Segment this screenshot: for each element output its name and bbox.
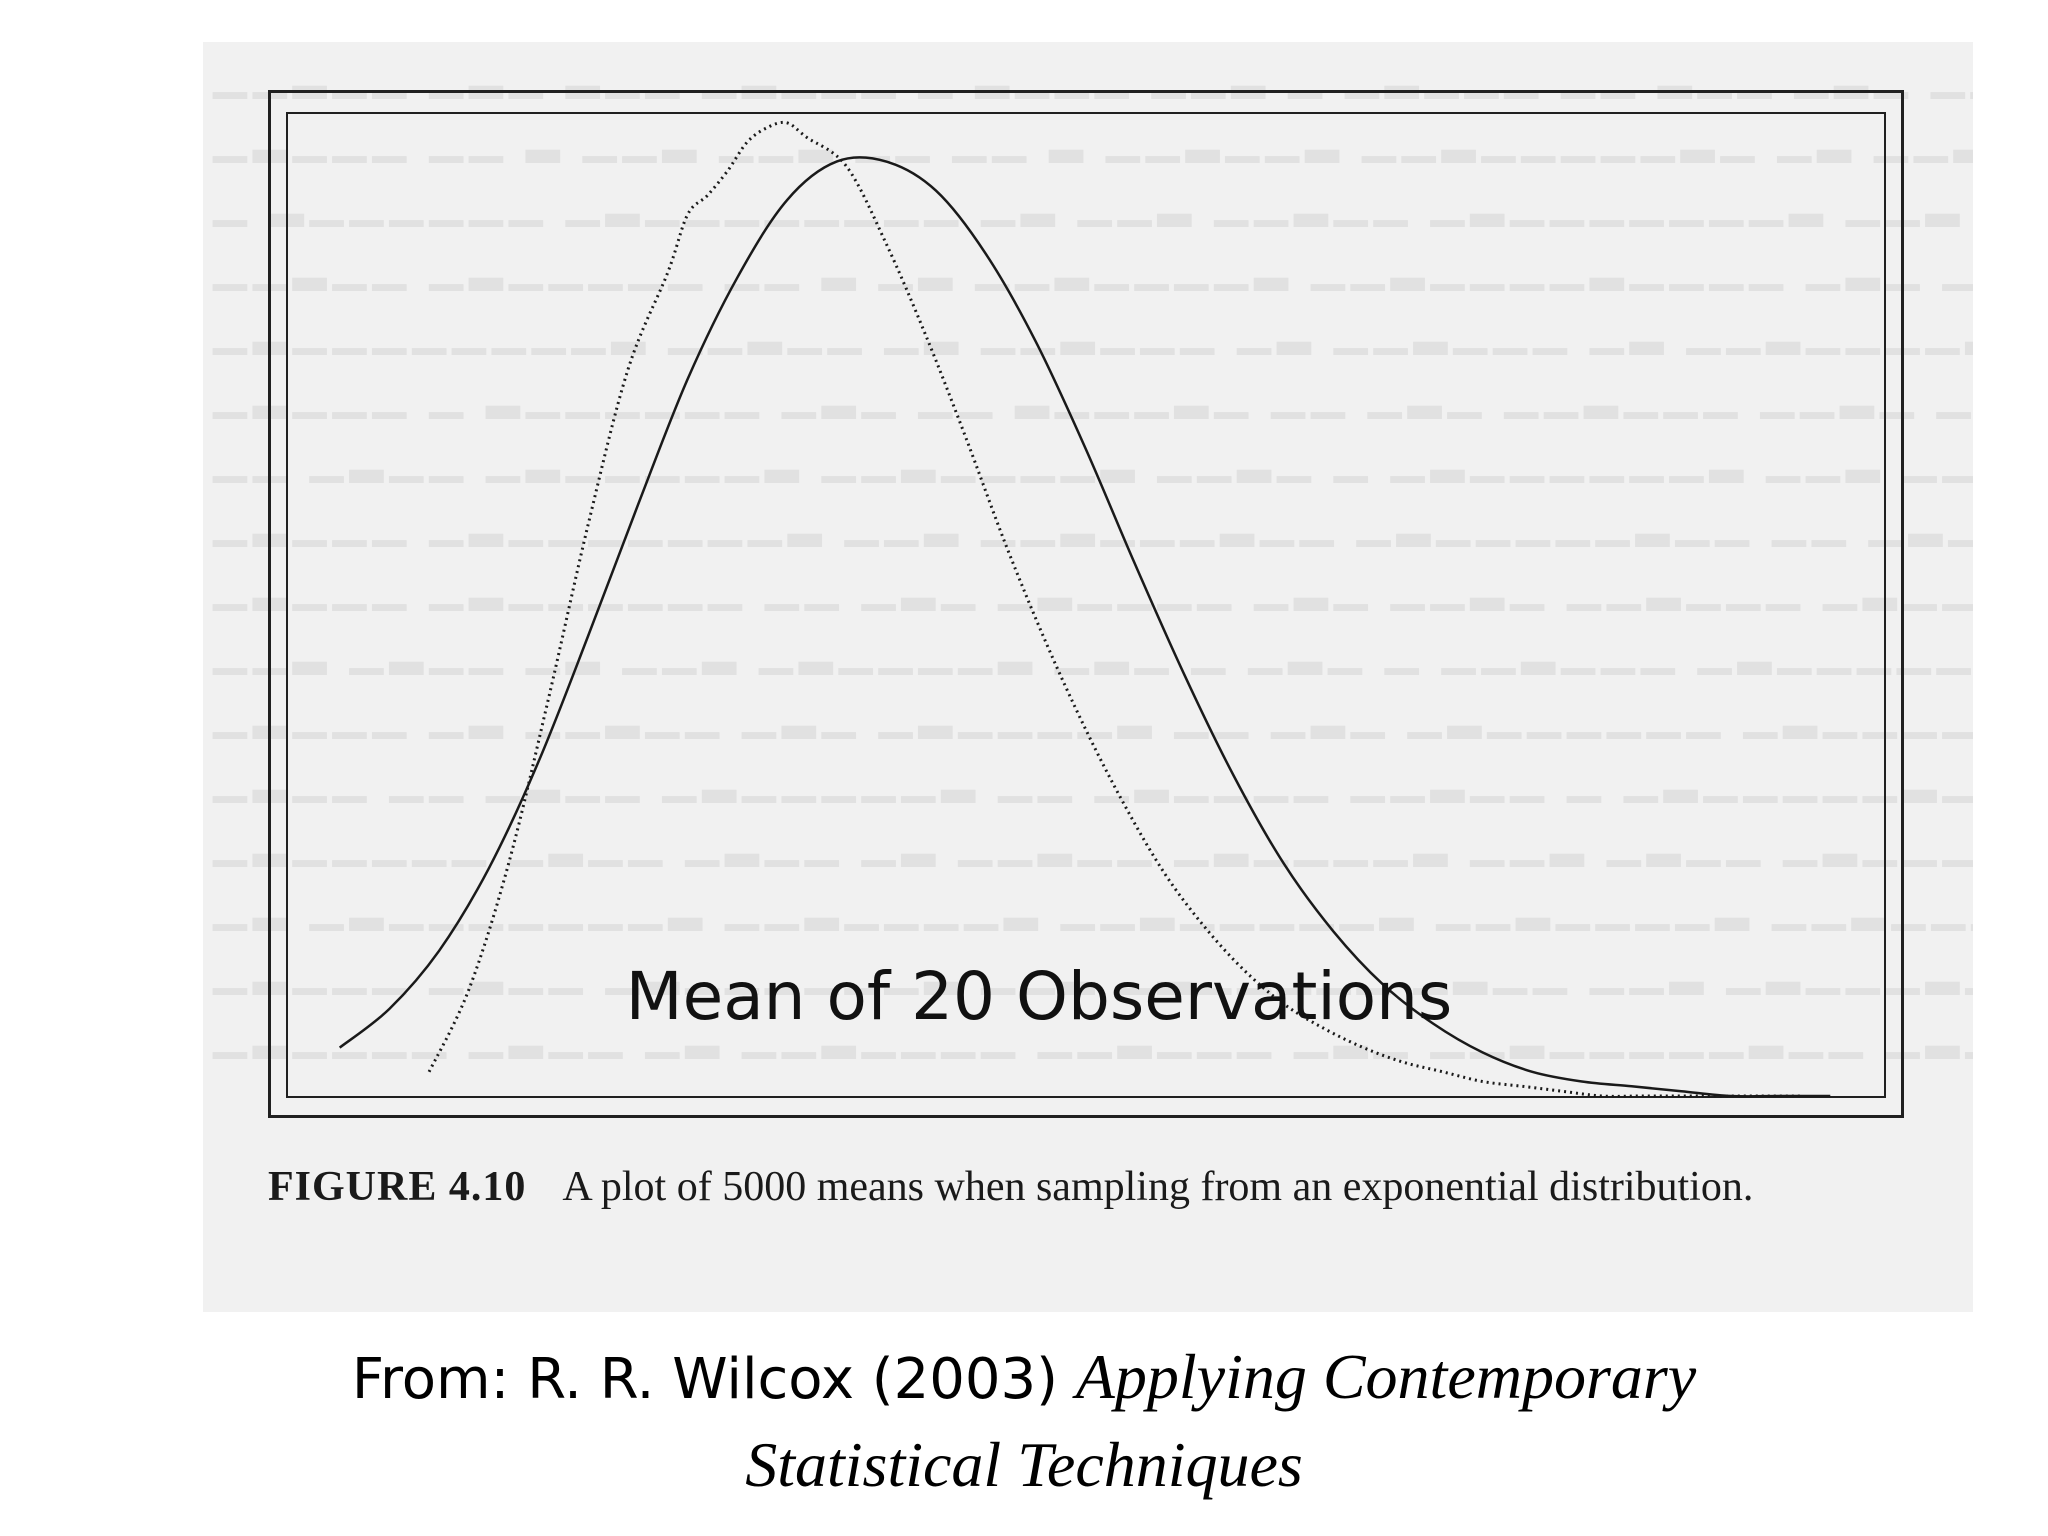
figure-caption-text: A plot of 5000 means when sampling from … xyxy=(562,1164,1754,1210)
figure-label: FIGURE 4.10 xyxy=(268,1164,527,1210)
source-book-title-part-2: Statistical Techniques xyxy=(745,1429,1303,1500)
source-citation-line-2: Statistical Techniques xyxy=(0,1428,2048,1502)
figure-inner-frame xyxy=(286,112,1886,1098)
source-author-year: From: R. R. Wilcox (2003) xyxy=(351,1347,1076,1412)
figure-caption: FIGURE 4.10 A plot of 5000 means when sam… xyxy=(268,1152,1904,1222)
chart-annotation: Mean of 20 Observations xyxy=(625,958,1453,1035)
source-citation-line-1: From: R. R. Wilcox (2003) Applying Conte… xyxy=(0,1340,2048,1414)
figure-outer-frame xyxy=(268,90,1904,1118)
faded-background-text: ▁▁▂▁▁ ▁▂▁ ▂▁▁ ▁▂▁▁▁ ▁ ▂▁▁▁ ▁▁▂ ▁ ▁▂▁▁▁ ▁… xyxy=(213,49,1973,1058)
series-line-dotted-sampled-means xyxy=(427,120,1801,1098)
series-line-solid-normal-curve xyxy=(338,156,1831,1098)
scanned-page-background xyxy=(203,42,1973,1312)
source-book-title-part-1: Applying Contemporary xyxy=(1075,1341,1697,1412)
